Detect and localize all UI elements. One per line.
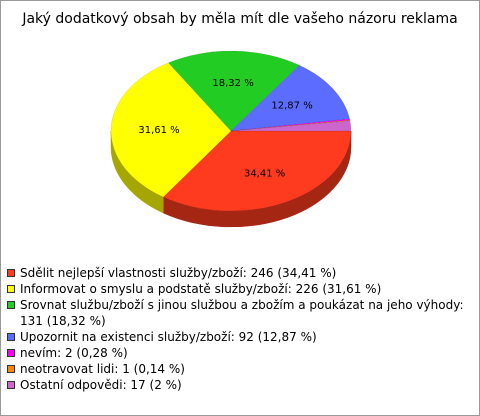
- legend-item: Ostatní odpovědi: 17 (2 %): [7, 377, 473, 393]
- legend-swatch: [7, 285, 15, 293]
- chart-title: Jaký dodatkový obsah by měla mít dle vaš…: [21, 11, 457, 27]
- legend-item: Sdělit nejlepší vlastnosti služby/zboží:…: [7, 265, 473, 281]
- legend: Sdělit nejlepší vlastnosti služby/zboží:…: [7, 265, 473, 393]
- slice: [167, 50, 300, 132]
- data-label: 18,32 %: [212, 78, 253, 89]
- legend-label: Sdělit nejlepší vlastnosti služby/zboží:…: [20, 266, 337, 280]
- legend-item: nevím: 2 (0,28 %): [7, 345, 473, 361]
- legend-swatch: [7, 349, 15, 357]
- legend-label: neotravovat lidi: 1 (0,14 %): [20, 362, 185, 376]
- legend-item: Upozornit na existenci služby/zboží: 92 …: [7, 329, 473, 345]
- legend-swatch: [7, 301, 15, 309]
- data-label: 31,61 %: [138, 125, 179, 136]
- legend-swatch: [7, 381, 15, 389]
- data-label: 34,41 %: [244, 168, 285, 179]
- legend-label: Ostatní odpovědi: 17 (2 %): [20, 378, 182, 392]
- slice: [230, 120, 352, 132]
- legend-swatch: [7, 269, 15, 277]
- legend-swatch: [7, 333, 15, 341]
- slice: [230, 64, 350, 132]
- plot: Jaký dodatkový obsah by měla mít dle vaš…: [21, 11, 458, 228]
- slice: [230, 118, 351, 132]
- legend-label: Informovat o smyslu a podstatě služby/zb…: [20, 282, 382, 296]
- slice: [162, 130, 352, 212]
- data-label: 12,87 %: [271, 101, 312, 112]
- legend-swatch: [7, 365, 15, 373]
- legend-label: Upozornit na existenci služby/zboží: 92 …: [20, 330, 317, 344]
- slice: [110, 62, 232, 198]
- legend-item: neotravovat lidi: 1 (0,14 %): [7, 361, 473, 377]
- slice: [230, 119, 351, 132]
- legend-item: Srovnat službu/zboží s jinou službou a z…: [7, 297, 473, 329]
- legend-label: nevím: 2 (0,28 %): [20, 346, 128, 360]
- legend-label: Srovnat službu/zboží s jinou službou a z…: [20, 298, 464, 328]
- legend-item: Informovat o smyslu a podstatě služby/zb…: [7, 281, 473, 297]
